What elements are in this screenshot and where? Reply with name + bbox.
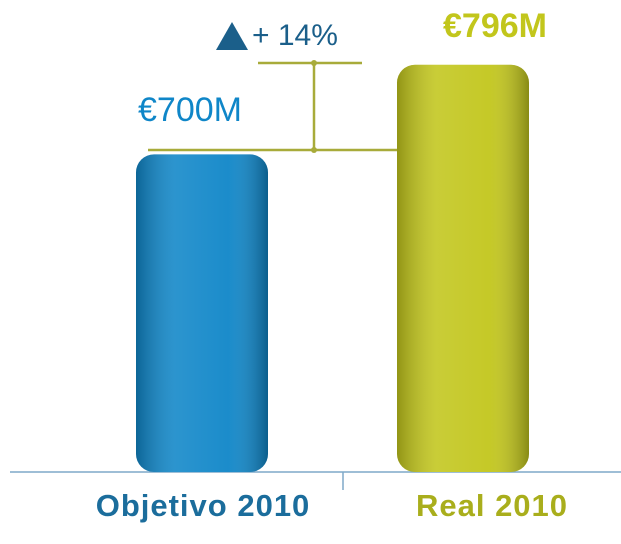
- value-label: €700M: [138, 91, 242, 129]
- bracket-dot: [311, 60, 317, 66]
- value-label: €796M: [443, 7, 547, 45]
- annotation: + 14%: [252, 19, 338, 52]
- x-tick-label: Real 2010: [416, 488, 568, 523]
- difference-bracket: [148, 61, 415, 152]
- up-triangle: [216, 22, 248, 50]
- x-tick-label: Objetivo 2010: [96, 488, 311, 523]
- bar-shine: [397, 64, 529, 473]
- bracket-dot: [311, 147, 317, 153]
- bar-shine: [136, 154, 268, 472]
